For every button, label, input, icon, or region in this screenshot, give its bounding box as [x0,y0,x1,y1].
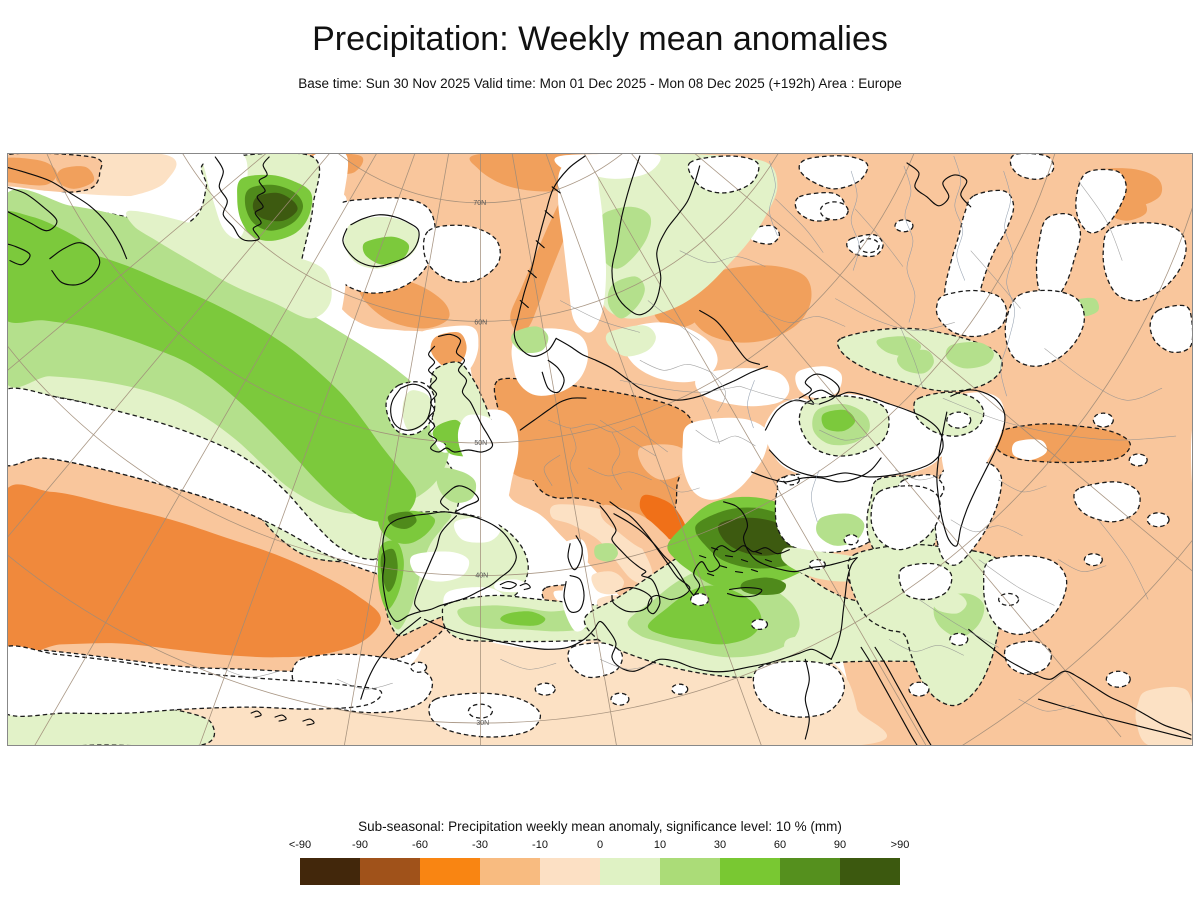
svg-text:30N: 30N [476,720,489,727]
svg-text:50N: 50N [474,440,487,447]
svg-text:40N: 40N [475,573,488,580]
svg-text:70N: 70N [473,200,486,207]
svg-text:60N: 60N [474,319,487,326]
